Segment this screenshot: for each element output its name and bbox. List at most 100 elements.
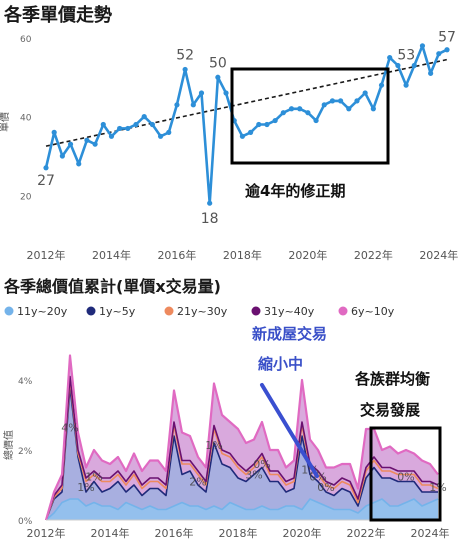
line-x-tick: 2012年 xyxy=(27,248,66,262)
area-series-line xyxy=(45,386,438,521)
balanced-annot-1: 各族群均衡 xyxy=(354,370,430,388)
area-data-label: 1% xyxy=(85,470,102,483)
legend-marker xyxy=(164,306,174,316)
legend-label: 21y~30y xyxy=(177,305,228,318)
new-shrinking-annot-1: 新成屋交易 xyxy=(252,325,327,343)
area-series-line xyxy=(45,498,439,521)
price-point xyxy=(362,90,368,96)
line-x-tick: 2016年 xyxy=(157,248,196,262)
price-point xyxy=(346,106,352,112)
area-x-tick: 2016年 xyxy=(155,526,194,540)
price-point xyxy=(239,133,246,139)
line-chart-title: 各季單價走勢 xyxy=(3,4,112,26)
area-bottom-band xyxy=(46,499,438,520)
area-series-line xyxy=(45,375,439,521)
area-x-tick: 2024年 xyxy=(411,526,450,540)
price-point xyxy=(313,117,319,124)
line-x-tick: 2024年 xyxy=(419,248,458,262)
line-x-tick: 2018年 xyxy=(223,248,262,262)
price-point-label: 57 xyxy=(438,30,456,46)
price-point xyxy=(125,125,131,132)
area-chart-ylabel: 總價值 xyxy=(2,430,15,460)
price-point-label: 53 xyxy=(397,47,415,63)
area-x-tick: 2022年 xyxy=(347,526,386,540)
price-point xyxy=(108,133,115,139)
legend-label: 1y~5y xyxy=(99,305,136,318)
legend-marker xyxy=(251,306,261,316)
price-point xyxy=(403,82,409,88)
price-point xyxy=(133,121,139,128)
price-point xyxy=(321,102,327,108)
price-point xyxy=(207,200,213,206)
price-point xyxy=(387,55,393,61)
price-point xyxy=(76,161,82,167)
price-point xyxy=(436,51,442,57)
price-point xyxy=(444,47,450,53)
price-point xyxy=(100,121,106,128)
area-data-label: 1% xyxy=(205,439,222,452)
line-x-tick: 2022年 xyxy=(354,248,393,262)
area-data-label: 1% xyxy=(429,481,446,494)
area-x-tick: 2020年 xyxy=(283,526,322,540)
price-point-label: 50 xyxy=(209,55,227,71)
price-point xyxy=(288,106,295,112)
price-point xyxy=(174,102,180,108)
line-x-tick: 2020年 xyxy=(288,248,327,262)
line-y-tick: 60 xyxy=(20,35,32,45)
price-point-label: 27 xyxy=(37,173,55,189)
line-y-tick: 20 xyxy=(20,192,32,202)
area-data-label: 0% xyxy=(397,470,414,483)
area-data-label: 3% xyxy=(245,469,262,482)
legend-marker xyxy=(86,306,96,316)
legend-label: 11y~20y xyxy=(17,305,68,318)
price-point xyxy=(354,98,360,104)
area-data-label: 2% xyxy=(189,476,206,489)
balanced-box xyxy=(369,426,442,522)
area-y-tick: 0% xyxy=(18,517,33,527)
price-point xyxy=(370,106,376,112)
price-point xyxy=(280,110,286,116)
price-point xyxy=(305,110,311,116)
area-x-tick: 2018年 xyxy=(219,526,258,540)
legend-label: 31y~40y xyxy=(264,305,315,318)
legend-label: 6y~10y xyxy=(351,305,395,318)
new-shrinking-annot-2: 縮小中 xyxy=(258,355,303,373)
price-point xyxy=(43,165,49,171)
price-point-label: 52 xyxy=(176,47,194,63)
area-data-label: 4% xyxy=(61,421,78,434)
price-point xyxy=(149,121,155,128)
price-point xyxy=(256,121,262,128)
price-point xyxy=(166,129,172,135)
area-data-label: 0% xyxy=(317,481,334,494)
legend-marker xyxy=(4,306,14,316)
price-point xyxy=(182,66,188,73)
area-x-tick: 2012年 xyxy=(27,526,66,540)
price-point xyxy=(411,62,417,69)
price-point xyxy=(247,129,254,135)
price-point xyxy=(157,133,164,139)
correction-period-box xyxy=(230,67,390,165)
price-point xyxy=(141,114,147,120)
price-point xyxy=(338,98,344,104)
legend-marker xyxy=(338,306,348,316)
area-y-tick: 4% xyxy=(18,377,33,387)
price-point-label: 18 xyxy=(201,211,219,227)
price-point xyxy=(215,74,221,80)
shrinking-arrow xyxy=(260,383,319,478)
balanced-annot-2: 交易發展 xyxy=(360,401,420,419)
price-point xyxy=(223,90,229,96)
price-point xyxy=(84,137,90,143)
price-point xyxy=(329,98,336,104)
area-x-tick: 2014年 xyxy=(91,526,130,540)
price-point xyxy=(378,82,385,88)
price-point xyxy=(198,90,205,96)
trend-line xyxy=(45,58,448,147)
price-point xyxy=(190,102,196,108)
correction-period-label: 逾4年的修正期 xyxy=(245,182,345,200)
line-chart-ylabel: 單價 xyxy=(0,112,11,132)
area-data-label: 0% xyxy=(253,458,270,471)
price-point xyxy=(419,43,426,49)
price-point xyxy=(59,153,65,159)
